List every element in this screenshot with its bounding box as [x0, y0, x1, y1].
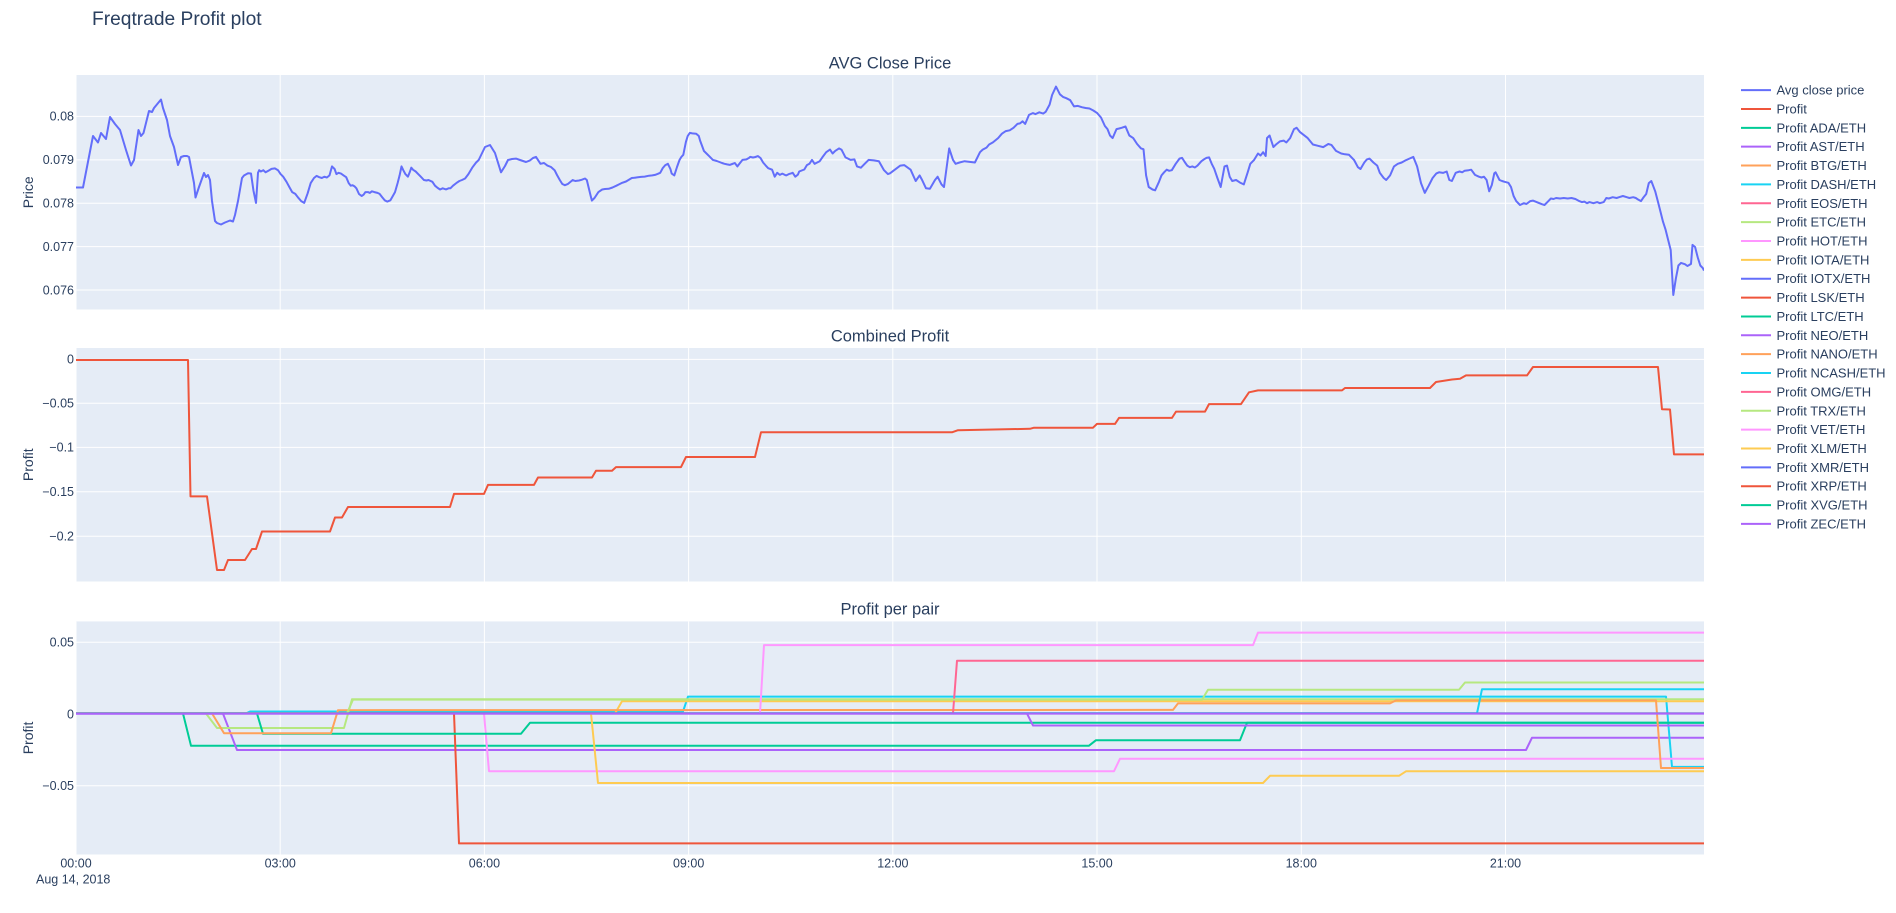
svg-text:Profit IOTX/ETH: Profit IOTX/ETH [1777, 271, 1871, 286]
svg-text:Profit ETC/ETH: Profit ETC/ETH [1777, 215, 1867, 230]
svg-text:Profit XVG/ETH: Profit XVG/ETH [1777, 498, 1868, 513]
svg-text:15:00: 15:00 [1081, 857, 1112, 871]
svg-text:Profit NANO/ETH: Profit NANO/ETH [1777, 347, 1878, 362]
svg-text:Profit: Profit [1777, 101, 1808, 116]
svg-text:Profit AST/ETH: Profit AST/ETH [1777, 139, 1865, 154]
svg-text:AVG Close Price: AVG Close Price [829, 54, 952, 72]
svg-text:Profit IOTA/ETH: Profit IOTA/ETH [1777, 252, 1870, 267]
svg-text:03:00: 03:00 [265, 857, 296, 871]
svg-text:Profit: Profit [20, 448, 36, 481]
svg-text:−0.05: −0.05 [42, 397, 74, 411]
svg-text:Profit NEO/ETH: Profit NEO/ETH [1777, 328, 1869, 343]
svg-text:Profit ZEC/ETH: Profit ZEC/ETH [1777, 516, 1867, 531]
svg-text:09:00: 09:00 [673, 857, 704, 871]
svg-text:12:00: 12:00 [877, 857, 908, 871]
svg-text:0.078: 0.078 [43, 197, 74, 211]
svg-text:Profit DASH/ETH: Profit DASH/ETH [1777, 177, 1877, 192]
svg-text:−0.2: −0.2 [49, 530, 74, 544]
svg-text:Profit: Profit [20, 722, 36, 755]
svg-text:21:00: 21:00 [1490, 857, 1521, 871]
svg-text:Profit LSK/ETH: Profit LSK/ETH [1777, 290, 1865, 305]
svg-text:Profit XRP/ETH: Profit XRP/ETH [1777, 479, 1867, 494]
svg-text:Profit ADA/ETH: Profit ADA/ETH [1777, 120, 1867, 135]
svg-text:Profit XLM/ETH: Profit XLM/ETH [1777, 441, 1867, 456]
svg-text:06:00: 06:00 [469, 857, 500, 871]
svg-text:Combined Profit: Combined Profit [831, 327, 950, 345]
svg-text:Profit EOS/ETH: Profit EOS/ETH [1777, 196, 1868, 211]
svg-text:−0.05: −0.05 [42, 779, 74, 793]
svg-text:0.077: 0.077 [43, 240, 74, 254]
svg-text:Price: Price [20, 176, 36, 208]
svg-text:Profit LTC/ETH: Profit LTC/ETH [1777, 309, 1864, 324]
svg-text:0.076: 0.076 [43, 283, 74, 297]
svg-text:Aug 14, 2018: Aug 14, 2018 [36, 873, 110, 887]
svg-text:0.079: 0.079 [43, 153, 74, 167]
svg-text:0.05: 0.05 [50, 636, 74, 650]
svg-text:−0.1: −0.1 [49, 441, 74, 455]
svg-text:0: 0 [67, 353, 74, 367]
svg-text:Avg close price: Avg close price [1777, 83, 1865, 98]
svg-text:00:00: 00:00 [60, 857, 91, 871]
svg-text:Profit per pair: Profit per pair [840, 601, 940, 619]
svg-text:Profit OMG/ETH: Profit OMG/ETH [1777, 384, 1872, 399]
svg-text:Profit HOT/ETH: Profit HOT/ETH [1777, 233, 1868, 248]
svg-text:Profit VET/ETH: Profit VET/ETH [1777, 422, 1866, 437]
svg-text:−0.15: −0.15 [42, 485, 74, 499]
svg-text:Profit TRX/ETH: Profit TRX/ETH [1777, 403, 1866, 418]
svg-text:Profit NCASH/ETH: Profit NCASH/ETH [1777, 366, 1886, 381]
svg-text:Profit XMR/ETH: Profit XMR/ETH [1777, 460, 1869, 475]
svg-text:Freqtrade Profit plot: Freqtrade Profit plot [92, 9, 262, 30]
svg-text:Profit BTG/ETH: Profit BTG/ETH [1777, 158, 1867, 173]
svg-text:18:00: 18:00 [1286, 857, 1317, 871]
svg-text:0.08: 0.08 [50, 110, 74, 124]
svg-text:0: 0 [67, 707, 74, 721]
